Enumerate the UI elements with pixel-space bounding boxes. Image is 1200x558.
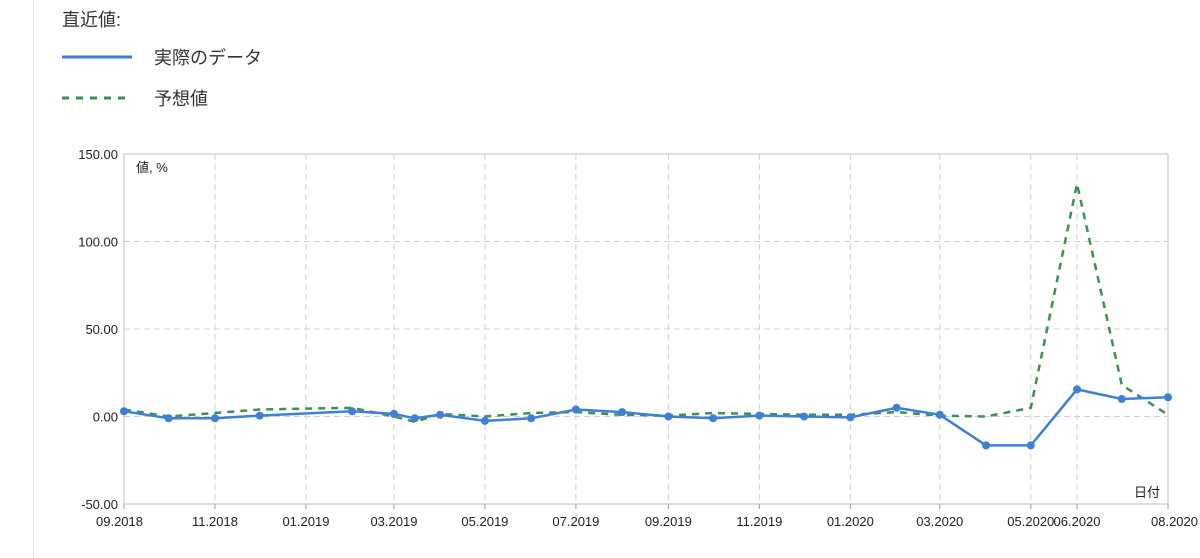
x-tick-label: 09.2018 <box>96 514 143 529</box>
x-tick-label: 03.2020 <box>916 514 963 529</box>
y-axis-ticks: 150.00 100.00 50.00 0.00 -50.00 <box>78 147 118 512</box>
x-tick-label: 11.2018 <box>192 514 238 529</box>
data-point-actual[interactable] <box>480 416 489 425</box>
x-tick-label: 08.2020 <box>1151 514 1198 529</box>
data-point-actual[interactable] <box>618 408 627 417</box>
legend-title: 直近値: <box>62 10 122 30</box>
y-tick-label: 0.00 <box>93 410 118 425</box>
grid-lines <box>124 154 1168 504</box>
y-tick-label: -50.00 <box>81 497 118 512</box>
data-point-actual[interactable] <box>935 410 944 419</box>
data-point-actual[interactable] <box>1164 393 1172 402</box>
legend-swatch-dashed-line <box>62 96 132 100</box>
x-tick-label: 06.2020 <box>1054 514 1101 529</box>
x-tick-label: 05.2020 <box>1007 514 1054 529</box>
page-edge-divider <box>33 0 34 558</box>
data-point-actual[interactable] <box>210 414 219 423</box>
data-point-actual[interactable] <box>389 409 398 418</box>
x-tick-label: 09.2019 <box>645 514 692 529</box>
data-point-actual[interactable] <box>755 411 764 420</box>
legend-label-forecast: 予想値 <box>154 89 208 109</box>
series-line-actual <box>123 388 1169 447</box>
data-point-actual[interactable] <box>527 414 536 423</box>
data-point-actual[interactable] <box>664 412 673 421</box>
series-layer <box>120 183 1172 450</box>
data-point-actual[interactable] <box>892 403 901 412</box>
data-point-actual[interactable] <box>800 412 809 421</box>
x-tick-label: 01.2020 <box>827 514 874 529</box>
data-point-actual[interactable] <box>982 441 991 450</box>
data-point-actual[interactable] <box>571 405 580 414</box>
legend-label-actual: 実際のデータ <box>154 48 262 68</box>
line-chart: 150.00 100.00 50.00 0.00 -50.00 09.2018 11.20… <box>78 147 1198 529</box>
data-point-actual[interactable] <box>255 411 264 420</box>
y-axis-label: 値, % <box>136 160 168 175</box>
data-point-actual[interactable] <box>164 414 173 423</box>
legend-swatch-solid-line <box>62 55 132 59</box>
data-point-actual[interactable] <box>348 407 357 416</box>
data-point-actual[interactable] <box>436 410 445 419</box>
y-tick-label: 50.00 <box>85 322 118 337</box>
legend-item-forecast[interactable]: 予想値 <box>62 86 208 110</box>
data-point-actual[interactable] <box>410 414 419 423</box>
x-tick-label: 05.2019 <box>461 514 508 529</box>
x-axis-ticks: 09.2018 11.2018 01.2019 03.2019 05.2019 07.20… <box>96 504 1198 529</box>
x-tick-label: 11.2019 <box>736 514 782 529</box>
series-line-forecast <box>123 183 1169 424</box>
x-tick-label: 07.2019 <box>552 514 599 529</box>
legend-item-actual[interactable]: 実際のデータ <box>62 45 262 69</box>
x-tick-label: 03.2019 <box>370 514 417 529</box>
y-tick-label: 100.00 <box>78 235 118 250</box>
x-axis-label: 日付 <box>1134 485 1160 500</box>
data-point-actual[interactable] <box>1026 441 1035 450</box>
data-point-actual[interactable] <box>709 414 718 423</box>
data-point-actual[interactable] <box>846 413 855 422</box>
data-point-actual[interactable] <box>1117 395 1126 403</box>
data-point-actual[interactable] <box>1073 385 1082 394</box>
y-tick-label: 150.00 <box>78 147 118 162</box>
x-tick-label: 01.2019 <box>282 514 329 529</box>
data-point-actual[interactable] <box>120 407 128 416</box>
